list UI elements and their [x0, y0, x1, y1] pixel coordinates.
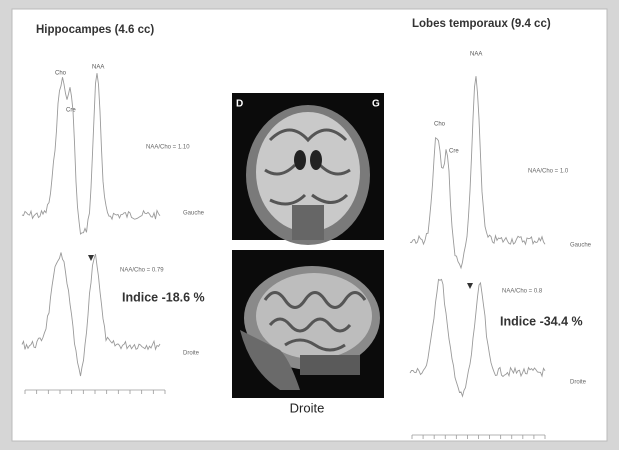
peak-label: NAA — [470, 52, 482, 58]
ratio: NAA/Cho = 0.8 — [502, 289, 543, 295]
coronal-image — [232, 93, 384, 245]
index: Indice -34.4 % — [500, 314, 583, 328]
image-label: G — [372, 99, 380, 110]
side-label: Gauche — [183, 211, 205, 217]
side-label: Droite — [570, 380, 587, 386]
peak-label: Cho — [55, 71, 67, 77]
side-label: Gauche — [570, 243, 592, 249]
peak-label: Cre — [449, 149, 459, 155]
ratio: NAA/Cho = 1.10 — [146, 145, 190, 151]
image-caption: Droite — [290, 400, 325, 415]
sagittal-image — [232, 250, 384, 398]
peak-label: Cre — [66, 108, 76, 114]
image-label: D — [236, 99, 243, 110]
panel-title: Hippocampes (4.6 cc) — [36, 24, 154, 36]
peak-label: Cho — [434, 122, 446, 128]
panel-title: Lobes temporaux (9.4 cc) — [412, 18, 551, 30]
peak-label: NAA — [92, 65, 104, 71]
figure: D G Droite Hippocampes (4.6 cc) Cho Cre … — [0, 0, 619, 450]
page: {"left_panel": {"title": "Hippocampes (4… — [0, 0, 619, 450]
ratio: NAA/Cho = 1.0 — [528, 169, 569, 175]
side-label: Droite — [183, 351, 200, 357]
index: Indice -18.6 % — [122, 290, 205, 304]
ratio: NAA/Cho = 0.79 — [120, 268, 164, 274]
